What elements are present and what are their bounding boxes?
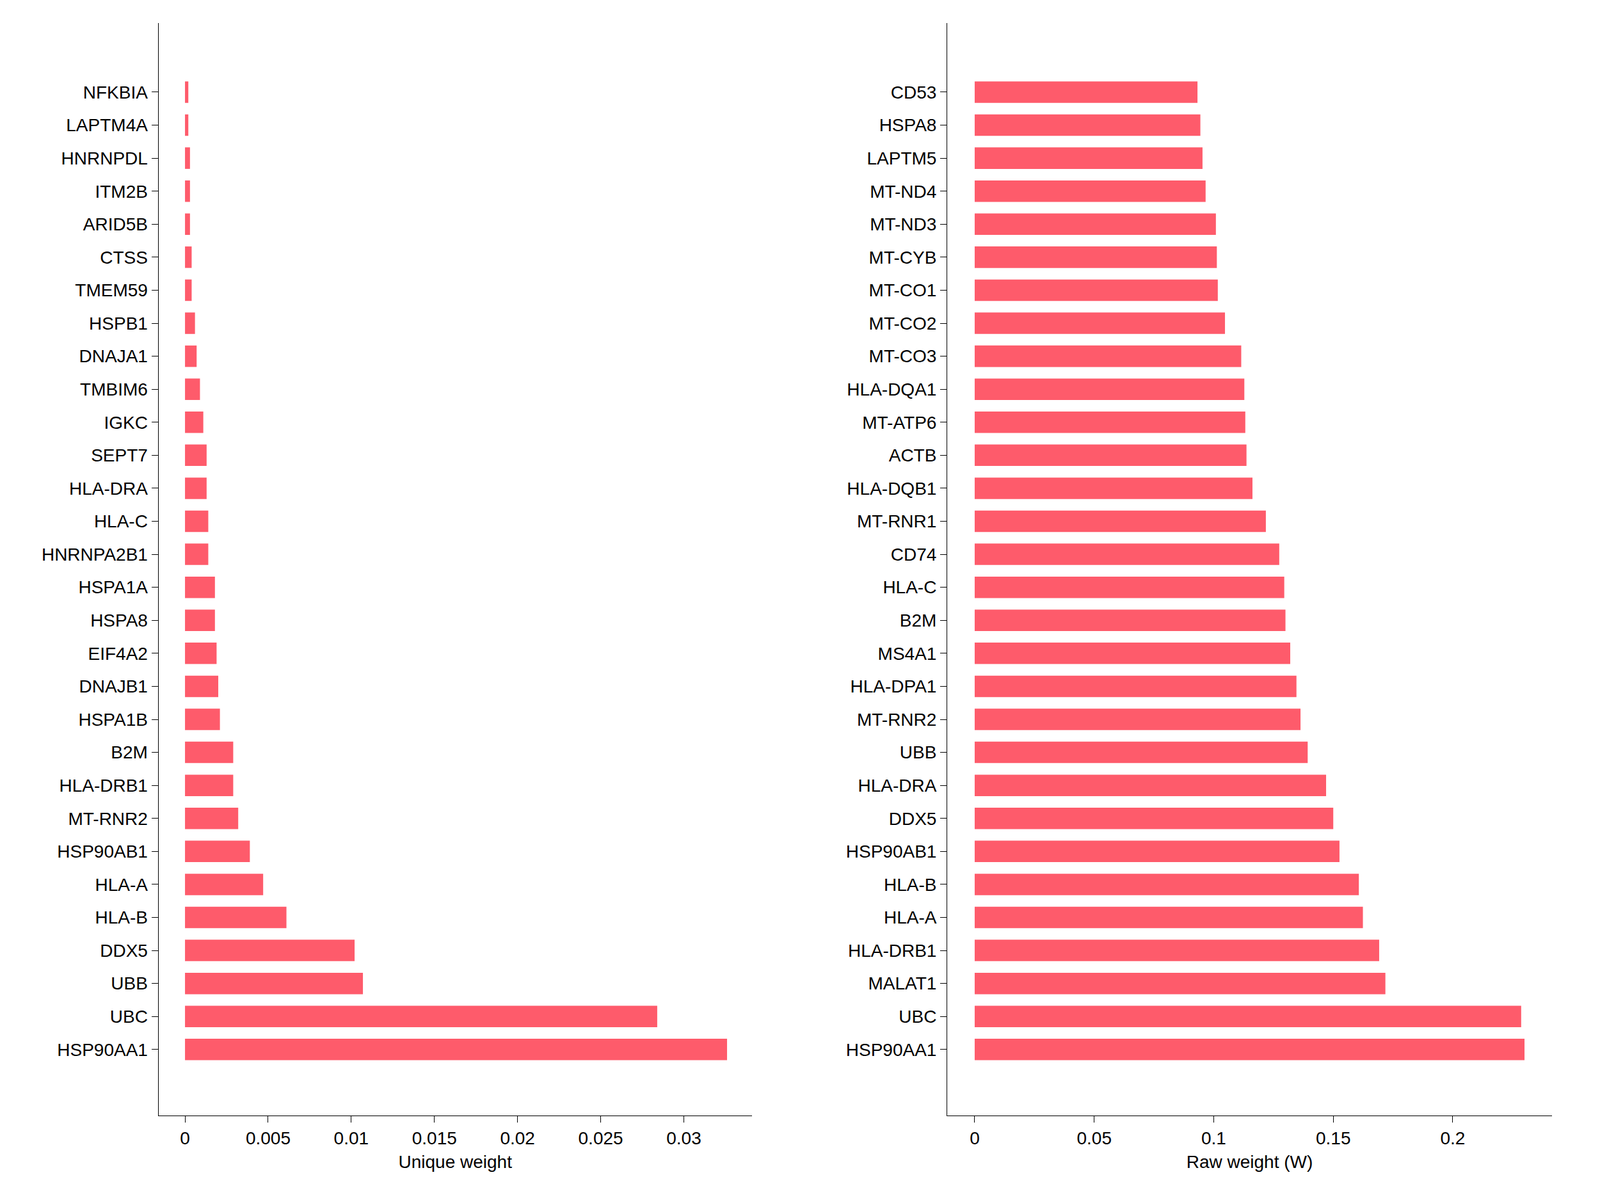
svg-text:HSP90AA1: HSP90AA1 xyxy=(846,1040,937,1060)
svg-text:MT-RNR2: MT-RNR2 xyxy=(856,709,937,730)
svg-text:HSP90AB1: HSP90AB1 xyxy=(56,841,148,862)
svg-text:TMEM59: TMEM59 xyxy=(74,280,148,301)
svg-text:MT-ND3: MT-ND3 xyxy=(869,214,937,235)
svg-text:NFKBIA: NFKBIA xyxy=(83,82,148,103)
svg-text:HLA-DRA: HLA-DRA xyxy=(857,775,937,796)
svg-text:TMBIM6: TMBIM6 xyxy=(80,379,148,400)
svg-text:MT-RNR1: MT-RNR1 xyxy=(856,511,937,532)
svg-text:DDX5: DDX5 xyxy=(99,940,148,961)
svg-text:HNRNPA2B1: HNRNPA2B1 xyxy=(41,544,148,565)
svg-text:HSPA8: HSPA8 xyxy=(90,610,148,631)
svg-text:CTSS: CTSS xyxy=(99,247,148,268)
svg-text:MALAT1: MALAT1 xyxy=(868,973,937,994)
svg-text:0.1: 0.1 xyxy=(1201,1128,1227,1149)
svg-text:UBC: UBC xyxy=(898,1006,937,1027)
svg-text:UBB: UBB xyxy=(110,973,148,994)
svg-text:DDX5: DDX5 xyxy=(888,808,937,829)
svg-text:HLA-B: HLA-B xyxy=(94,907,148,928)
svg-text:Raw weight (W): Raw weight (W) xyxy=(1186,1152,1314,1172)
svg-text:ITM2B: ITM2B xyxy=(94,181,148,201)
svg-text:MT-CO1: MT-CO1 xyxy=(869,280,937,301)
svg-text:DNAJA1: DNAJA1 xyxy=(79,346,148,367)
svg-text:HSPA1A: HSPA1A xyxy=(78,577,148,598)
svg-text:HLA-A: HLA-A xyxy=(883,907,937,928)
svg-text:DNAJB1: DNAJB1 xyxy=(79,676,148,697)
svg-text:EIF4A2: EIF4A2 xyxy=(88,643,148,664)
svg-text:HLA-C: HLA-C xyxy=(94,511,148,532)
svg-text:HSPA1B: HSPA1B xyxy=(78,709,148,730)
svg-text:UBC: UBC xyxy=(110,1006,148,1027)
svg-text:HLA-DRB1: HLA-DRB1 xyxy=(58,775,148,796)
svg-text:HLA-B: HLA-B xyxy=(883,874,937,895)
svg-text:SEPT7: SEPT7 xyxy=(90,445,148,466)
svg-text:MT-ATP6: MT-ATP6 xyxy=(862,412,937,433)
svg-text:0.05: 0.05 xyxy=(1076,1128,1112,1149)
svg-text:HLA-DRA: HLA-DRA xyxy=(69,478,148,499)
svg-text:0.02: 0.02 xyxy=(499,1128,536,1149)
svg-text:MT-CO2: MT-CO2 xyxy=(869,313,937,334)
svg-text:HSPA8: HSPA8 xyxy=(879,115,937,136)
svg-text:0.005: 0.005 xyxy=(245,1128,291,1149)
svg-text:ACTB: ACTB xyxy=(888,445,937,466)
svg-text:MT-RNR2: MT-RNR2 xyxy=(67,808,148,829)
svg-text:LAPTM4A: LAPTM4A xyxy=(65,115,148,136)
svg-text:0.025: 0.025 xyxy=(578,1128,624,1149)
svg-text:CD53: CD53 xyxy=(890,82,937,103)
svg-text:HSP90AB1: HSP90AB1 xyxy=(846,841,937,862)
svg-text:HLA-A: HLA-A xyxy=(94,874,148,895)
svg-text:HLA-DRB1: HLA-DRB1 xyxy=(848,940,937,961)
svg-text:0: 0 xyxy=(969,1128,980,1149)
svg-text:CD74: CD74 xyxy=(890,544,937,565)
svg-text:B2M: B2M xyxy=(899,610,937,631)
svg-text:HNRNPDL: HNRNPDL xyxy=(61,148,148,169)
svg-text:Unique weight: Unique weight xyxy=(398,1152,513,1172)
svg-text:0.015: 0.015 xyxy=(412,1128,457,1149)
svg-text:HLA-DPA1: HLA-DPA1 xyxy=(850,676,937,697)
svg-text:HLA-DQB1: HLA-DQB1 xyxy=(846,478,937,499)
svg-text:MS4A1: MS4A1 xyxy=(878,643,937,664)
svg-text:MT-CYB: MT-CYB xyxy=(869,247,937,268)
svg-text:IGKC: IGKC xyxy=(103,412,148,433)
svg-text:MT-ND4: MT-ND4 xyxy=(869,181,937,201)
svg-text:HLA-DQA1: HLA-DQA1 xyxy=(846,379,937,400)
svg-text:LAPTM5: LAPTM5 xyxy=(866,148,937,169)
svg-text:HSP90AA1: HSP90AA1 xyxy=(56,1040,148,1060)
svg-text:0.03: 0.03 xyxy=(666,1128,702,1149)
svg-text:MT-CO3: MT-CO3 xyxy=(869,346,937,367)
svg-text:HSPB1: HSPB1 xyxy=(88,313,148,334)
svg-text:UBB: UBB xyxy=(899,742,937,763)
svg-text:HLA-C: HLA-C xyxy=(882,577,937,598)
svg-text:0.2: 0.2 xyxy=(1440,1128,1466,1149)
svg-text:ARID5B: ARID5B xyxy=(83,214,148,235)
svg-text:0: 0 xyxy=(179,1128,191,1149)
svg-text:B2M: B2M xyxy=(110,742,148,763)
svg-text:0.15: 0.15 xyxy=(1315,1128,1352,1149)
svg-text:0.01: 0.01 xyxy=(334,1128,370,1149)
